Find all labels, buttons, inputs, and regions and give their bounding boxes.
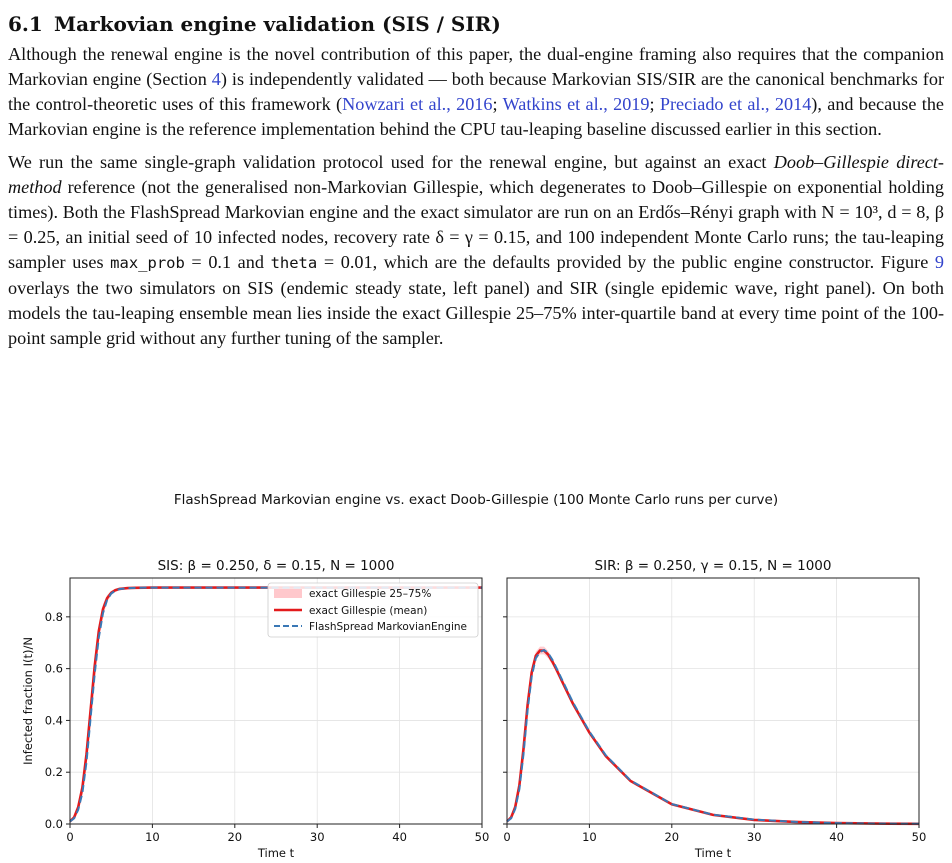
x-tick-label: 20: [664, 830, 679, 844]
citation-nowzari[interactable]: Nowzari et al., 2016: [342, 94, 493, 114]
citation-separator: ;: [492, 94, 503, 114]
code-max-prob: max_prob: [110, 254, 185, 272]
x-tick-label: 40: [392, 830, 407, 844]
x-tick-label: 0: [66, 830, 73, 844]
legend-band-label: exact Gillespie 25–75%: [309, 588, 431, 600]
y-tick-label: 0.6: [45, 662, 63, 676]
panel-title: SIS: β = 0.250, δ = 0.15, N = 1000: [158, 558, 395, 574]
paragraph-2-text-a: We run the same single-graph validation …: [8, 152, 774, 172]
section-ref-link[interactable]: 4: [211, 69, 221, 89]
x-tick-label: 50: [475, 830, 490, 844]
paragraph-2-text-c: = 0.1 and: [184, 252, 271, 272]
citation-preciado[interactable]: Preciado et al., 2014: [659, 94, 812, 114]
axes-frame: [506, 577, 920, 825]
x-tick-label: 30: [747, 830, 762, 844]
section-title: Markovian engine validation (SIS / SIR): [54, 12, 501, 36]
iqr-band: [507, 646, 919, 824]
x-tick-label: 0: [503, 830, 510, 844]
legend-flash-label: FlashSpread MarkovianEngine: [309, 621, 467, 633]
legend-band-swatch: [274, 589, 302, 598]
x-tick-label: 10: [145, 830, 160, 844]
y-axis-label: Infected fraction I(t)/N: [21, 637, 35, 765]
x-tick-label: 20: [227, 830, 242, 844]
paragraph-1: Although the renewal engine is the novel…: [8, 42, 944, 142]
paragraph-2-emphasis: Doob–Gillespie direct-method: [8, 152, 944, 197]
mean-line: [506, 649, 920, 826]
sir-panel: 0 10 20 30 40 50 SIR: β = 0.250, γ = 0.15, N =…: [503, 558, 926, 860]
section-heading: 6.1 Markovian engine validation (SIS / SI…: [8, 6, 944, 42]
citation-watkins[interactable]: Watkins et al., 2019: [502, 94, 650, 114]
citation-separator: ;: [649, 94, 660, 114]
panel-title: SIR: β = 0.250, γ = 0.15, N = 1000: [595, 558, 832, 574]
paragraph-1-text-a: Although the renewal engine is the novel…: [8, 44, 944, 89]
y-tick-label: 0.2: [45, 765, 63, 779]
x-tick-label: 40: [829, 830, 844, 844]
paragraph-2-text-b: reference (not the generalised non-Marko…: [8, 177, 944, 272]
paragraph-1-text-c: ), and because the Markovian engine is t…: [8, 94, 944, 139]
x-tick-label: 10: [582, 830, 597, 844]
paragraph-1-text-b: ) is independently validated — both beca…: [8, 69, 944, 114]
x-axis-label: Time t: [694, 846, 732, 860]
paragraph-2-text-e: overlays the two simulators on SIS (ende…: [8, 278, 944, 348]
section-number: 6.1: [8, 12, 43, 36]
figure-ref-link[interactable]: 9: [934, 252, 944, 272]
y-tick-label: 0.0: [45, 817, 63, 831]
figure-suptitle: FlashSpread Markovian engine vs. exact D…: [173, 492, 779, 508]
y-tick-label: 0.4: [45, 713, 63, 727]
axes-frame: [69, 577, 483, 825]
paragraph-2: We run the same single-graph validation …: [8, 150, 944, 351]
flashspread-line: [69, 586, 482, 823]
x-tick-label: 30: [310, 830, 325, 844]
paragraph-2-text-d: = 0.01, which are the defaults provided …: [317, 252, 935, 272]
x-tick-label: 50: [912, 830, 927, 844]
sis-panel: 0 10 20 30 40 50 0.0 0.2 0.4 0.6 0.8 SIS: β = 0.250…: [21, 558, 489, 860]
code-theta: theta: [270, 254, 318, 272]
paper-page: 6.1 Markovian engine validation (SIS / SI…: [8, 0, 944, 351]
legend-box: [267, 582, 479, 638]
x-axis-label: Time t: [257, 846, 295, 860]
flashspread-line: [506, 648, 920, 825]
y-tick-label: 0.8: [45, 610, 63, 624]
legend-mean-label: exact Gillespie (mean): [309, 605, 427, 617]
